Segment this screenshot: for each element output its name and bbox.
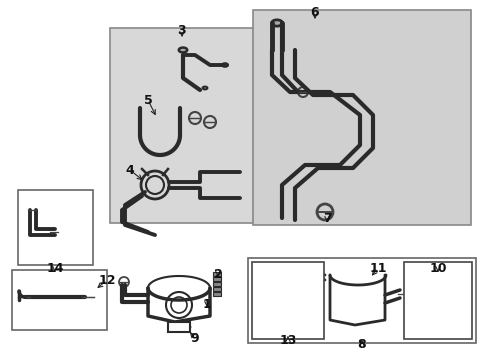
- Bar: [213, 277, 221, 280]
- Bar: [18, 190, 93, 265]
- Ellipse shape: [222, 63, 227, 67]
- Ellipse shape: [179, 48, 187, 53]
- Bar: [403, 262, 471, 339]
- Text: 10: 10: [428, 261, 446, 274]
- Ellipse shape: [271, 20, 282, 26]
- Text: 5: 5: [143, 94, 152, 107]
- Text: 3: 3: [177, 23, 186, 36]
- Text: 1: 1: [202, 297, 211, 310]
- Bar: [247, 258, 475, 343]
- Text: 11: 11: [368, 261, 386, 274]
- Bar: [252, 10, 470, 225]
- Bar: [213, 272, 221, 275]
- Text: 4: 4: [125, 163, 134, 176]
- Bar: [213, 287, 221, 291]
- Bar: [168, 322, 190, 332]
- Bar: [251, 262, 324, 339]
- Bar: [213, 282, 221, 285]
- Text: 7: 7: [322, 212, 331, 225]
- Bar: [12, 270, 107, 330]
- Text: 6: 6: [310, 5, 319, 18]
- Bar: [213, 292, 221, 296]
- Text: 13: 13: [279, 333, 296, 346]
- Text: 14: 14: [46, 261, 63, 274]
- Text: 2: 2: [213, 267, 222, 280]
- Text: 9: 9: [190, 332, 199, 345]
- Text: 8: 8: [357, 338, 366, 351]
- Text: 12: 12: [98, 274, 116, 287]
- Ellipse shape: [202, 87, 207, 89]
- Bar: [110, 28, 264, 223]
